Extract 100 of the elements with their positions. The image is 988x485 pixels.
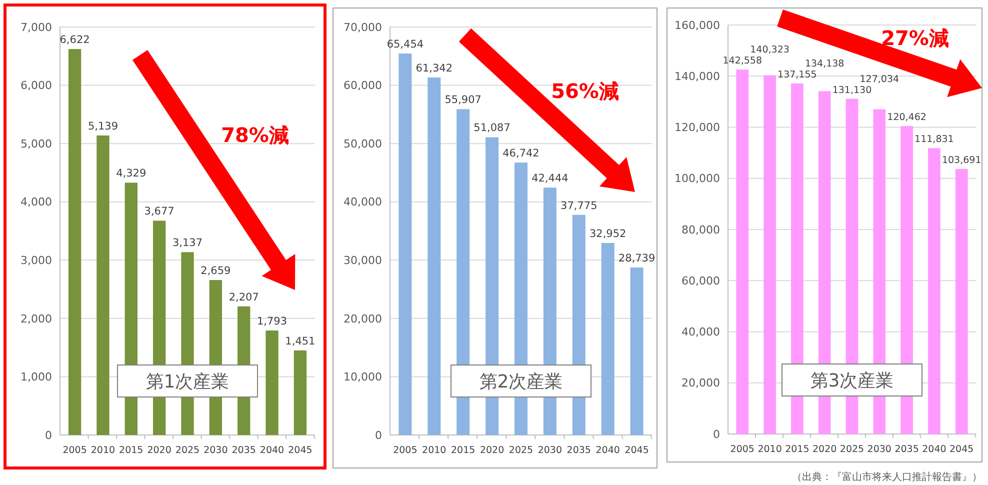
y-tick-label: 2,000 [20, 312, 52, 326]
y-tick-label: 0 [375, 428, 382, 442]
y-tick-label: 70,000 [344, 20, 382, 34]
x-tick-label: 2045 [624, 445, 649, 456]
bar [398, 53, 412, 435]
x-tick-label: 2030 [538, 445, 562, 456]
x-tick-label: 2010 [422, 445, 446, 456]
x-tick-label: 2025 [175, 445, 200, 456]
y-tick-label: 60,000 [344, 79, 382, 92]
bar [630, 267, 644, 435]
data-label: 103,691 [942, 154, 982, 166]
x-tick-label: 2020 [147, 445, 172, 456]
text: 第2次産業 [479, 371, 563, 392]
annotation: 56%減 [551, 79, 619, 103]
y-tick-label: 40,000 [682, 326, 720, 339]
data-label: 134,138 [804, 58, 844, 70]
bar [764, 75, 776, 434]
data-label: 4,329 [116, 168, 146, 180]
bar [928, 148, 940, 434]
data-label: 111,831 [914, 134, 954, 146]
data-label: 46,742 [502, 148, 540, 160]
x-tick-label: 2005 [62, 445, 87, 456]
data-label: 131,130 [832, 84, 872, 96]
y-tick-label: 160,000 [674, 18, 720, 32]
x-tick-label: 2025 [508, 445, 534, 456]
y-tick-label: 20,000 [344, 312, 382, 326]
data-label: 51,087 [474, 122, 510, 134]
bar [955, 168, 968, 434]
bar [266, 330, 278, 435]
x-tick-label: 2020 [480, 445, 504, 456]
bar [294, 350, 307, 435]
x-tick-label: 2035 [232, 445, 256, 456]
x-tick-label: 2040 [922, 444, 946, 455]
data-label: 142,558 [722, 56, 762, 67]
data-label: 1,793 [257, 315, 288, 328]
x-tick-label: 2015 [785, 444, 810, 455]
y-tick-label: 3,000 [20, 254, 52, 267]
x-tick-label: 2005 [730, 444, 754, 455]
bar [736, 70, 749, 434]
bar [456, 109, 470, 435]
x-tick-label: 2010 [90, 445, 116, 456]
y-tick-label: 0 [45, 428, 52, 442]
data-label: 42,444 [532, 172, 569, 185]
data-label: 3,677 [144, 206, 174, 218]
y-tick-label: 4,000 [20, 196, 52, 209]
data-label: 65,454 [386, 38, 424, 50]
x-tick-label: 2035 [894, 444, 919, 455]
bar [428, 77, 441, 435]
bar [601, 242, 614, 435]
x-tick-label: 2025 [840, 444, 864, 455]
x-tick-label: 2040 [596, 445, 620, 456]
data-label: 2,207 [228, 291, 259, 304]
y-tick-label: 100,000 [674, 172, 720, 186]
annotation: 27%減 [881, 26, 949, 50]
y-tick-label: 7,000 [20, 20, 52, 34]
x-tick-label: 2030 [204, 445, 228, 456]
y-tick-label: 120,000 [674, 121, 720, 134]
y-tick-label: 80,000 [682, 223, 720, 236]
x-tick-label: 2005 [393, 445, 418, 456]
bar [791, 83, 804, 434]
text: （出典：『富山市将来人口推計報告書』） [792, 471, 982, 483]
data-label: 61,342 [416, 62, 453, 74]
x-tick-label: 2015 [451, 445, 476, 456]
y-tick-label: 20,000 [682, 376, 720, 390]
y-tick-label: 1,000 [20, 370, 52, 384]
x-tick-label: 2010 [758, 444, 782, 455]
x-tick-label: 2035 [566, 445, 591, 456]
x-tick-label: 2040 [260, 445, 284, 456]
data-label: 120,462 [887, 112, 926, 124]
data-label: 140,323 [750, 44, 790, 56]
x-tick-label: 2020 [812, 444, 837, 455]
x-tick-label: 2045 [288, 445, 312, 456]
annotation: 78%減 [221, 123, 289, 147]
bar [68, 49, 82, 435]
data-label: 1,451 [285, 335, 316, 348]
y-tick-label: 30,000 [344, 254, 382, 267]
data-label: 127,034 [860, 74, 900, 85]
data-label: 2,659 [200, 265, 231, 278]
bar [96, 135, 110, 435]
x-tick-label: 2015 [119, 445, 144, 456]
data-label: 6,622 [60, 34, 90, 46]
y-tick-label: 6,000 [20, 79, 52, 92]
y-tick-label: 5,000 [20, 137, 52, 150]
y-tick-label: 50,000 [344, 137, 382, 150]
y-tick-label: 140,000 [674, 70, 720, 83]
x-tick-label: 2045 [950, 444, 974, 455]
y-tick-label: 10,000 [344, 370, 382, 384]
data-label: 55,907 [444, 94, 482, 106]
bar [900, 126, 913, 434]
x-tick-label: 2030 [867, 444, 892, 455]
y-tick-label: 40,000 [344, 196, 382, 209]
data-label: 5,139 [88, 120, 118, 132]
data-label: 28,739 [618, 252, 656, 264]
data-label: 3,137 [172, 237, 203, 250]
text: 第3次産業 [810, 370, 894, 392]
data-label: 32,952 [589, 228, 626, 240]
y-tick-label: 0 [713, 428, 720, 441]
y-tick-label: 60,000 [682, 274, 720, 288]
text: 第1次産業 [146, 371, 230, 392]
data-label: 37,775 [560, 200, 598, 212]
